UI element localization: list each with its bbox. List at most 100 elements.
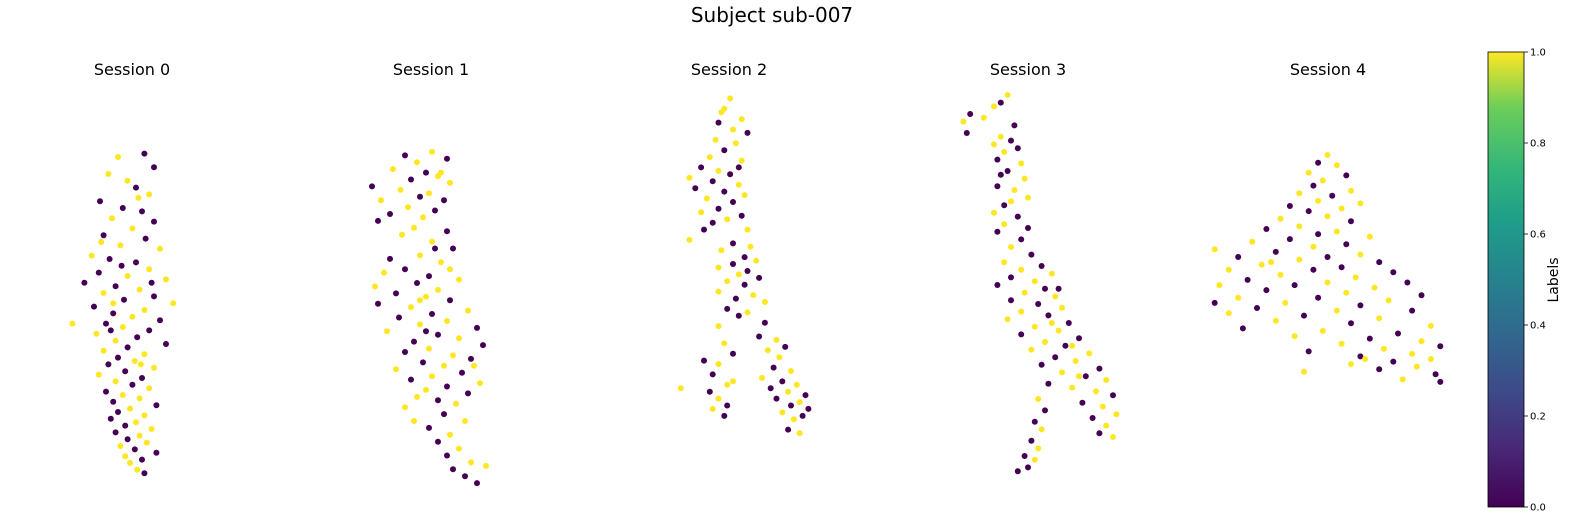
scatter-point xyxy=(1254,305,1260,311)
scatter-point xyxy=(994,228,1001,235)
scatter-point xyxy=(767,385,774,392)
scatter-point xyxy=(93,330,100,337)
scatter-point xyxy=(1357,302,1364,309)
scatter-point xyxy=(375,217,381,224)
scatter-point xyxy=(1376,315,1383,322)
scatter-point xyxy=(1014,468,1021,475)
scatter-point xyxy=(146,385,153,392)
scatter-point xyxy=(151,218,157,225)
scatter-point xyxy=(450,466,456,473)
scatter-point xyxy=(1380,345,1387,352)
scatter-point xyxy=(121,296,127,303)
scatter-point xyxy=(450,352,456,359)
scatter-point xyxy=(1035,396,1042,402)
scatter-point xyxy=(1072,358,1079,364)
scatter-point xyxy=(960,118,967,125)
scatter-point xyxy=(435,397,441,404)
scatter-point xyxy=(151,364,157,371)
scatter-point xyxy=(1338,264,1345,271)
scatter-point xyxy=(991,141,997,148)
scatter-point xyxy=(1035,301,1042,307)
scatter-point xyxy=(1076,373,1082,380)
scatter-point xyxy=(1305,169,1312,176)
scatter-point xyxy=(1011,122,1018,129)
scatter-point xyxy=(692,185,699,192)
scatter-point xyxy=(698,209,705,216)
scatter-point xyxy=(715,205,722,212)
scatter-point xyxy=(444,318,450,324)
scatter-point xyxy=(151,164,157,171)
scatter-point xyxy=(417,297,423,304)
scatter-point xyxy=(112,429,119,436)
scatter-point xyxy=(793,381,800,388)
scatter-point xyxy=(724,216,731,223)
scatter-point xyxy=(1216,282,1223,289)
scatter-point xyxy=(1343,241,1350,248)
scatter-point xyxy=(110,398,117,405)
scatter-point xyxy=(474,324,480,331)
scatter-point xyxy=(1296,223,1303,230)
scatter-point xyxy=(1409,307,1416,314)
scatter-point xyxy=(1286,203,1293,209)
scatter-point xyxy=(721,412,728,419)
scatter-point xyxy=(1282,299,1289,306)
scatter-point xyxy=(994,156,1001,163)
scatter-point xyxy=(715,167,722,174)
colorbar-tick-label: 0.2 xyxy=(1530,412,1546,423)
scatter-point xyxy=(997,99,1004,106)
panel-session-4: Session 4 xyxy=(1211,60,1444,385)
scatter-point xyxy=(1031,456,1038,463)
scatter-point xyxy=(378,197,384,204)
scatter-point xyxy=(1028,251,1035,258)
scatter-point xyxy=(1042,285,1048,292)
scatter-point xyxy=(1038,263,1045,269)
scatter-point xyxy=(157,317,163,324)
scatter-point xyxy=(741,281,748,288)
scatter-point xyxy=(115,154,121,160)
scatter-point xyxy=(785,426,792,433)
scatter-point xyxy=(133,184,139,191)
scatter-point xyxy=(146,327,153,334)
scatter-point xyxy=(1045,312,1052,319)
scatter-point xyxy=(744,129,751,136)
scatter-point xyxy=(967,111,974,117)
scatter-point xyxy=(773,395,780,402)
scatter-point xyxy=(709,178,716,185)
scatter-point xyxy=(122,368,129,375)
scatter-point xyxy=(429,373,435,380)
scatter-point xyxy=(397,186,404,193)
scatter-point xyxy=(124,344,131,351)
scatter-point xyxy=(423,328,429,335)
scatter-point xyxy=(1239,325,1246,332)
scatter-point xyxy=(441,411,447,418)
scatter-point xyxy=(1427,356,1434,362)
scatter-point xyxy=(1427,322,1434,329)
scatter-point xyxy=(1263,226,1270,232)
scatter-point xyxy=(980,114,987,121)
scatter-point xyxy=(1031,278,1038,285)
scatter-point xyxy=(134,466,141,473)
scatter-point xyxy=(129,381,136,388)
panel-title: Session 0 xyxy=(94,60,170,79)
scatter-point xyxy=(744,226,751,233)
colorbar-tick-label: 0.8 xyxy=(1530,139,1546,150)
scatter-point xyxy=(715,264,722,271)
scatter-point xyxy=(724,402,731,409)
scatter-point xyxy=(1096,365,1103,372)
scatter-point xyxy=(135,194,142,201)
scatter-point xyxy=(788,368,794,374)
scatter-point xyxy=(1324,213,1331,220)
scatter-point xyxy=(468,459,474,466)
scatter-point xyxy=(146,191,153,198)
scatter-point xyxy=(701,357,707,364)
scatter-point xyxy=(721,188,728,195)
scatter-point xyxy=(759,374,765,381)
scatter-point xyxy=(1291,333,1298,340)
scatter-point xyxy=(387,211,393,217)
scatter-point xyxy=(411,224,417,231)
scatter-point xyxy=(143,439,150,446)
scatter-point xyxy=(738,116,745,123)
scatter-point xyxy=(1004,168,1011,174)
colorbar-tick-label: 0.0 xyxy=(1530,503,1546,514)
scatter-point xyxy=(1301,312,1307,319)
